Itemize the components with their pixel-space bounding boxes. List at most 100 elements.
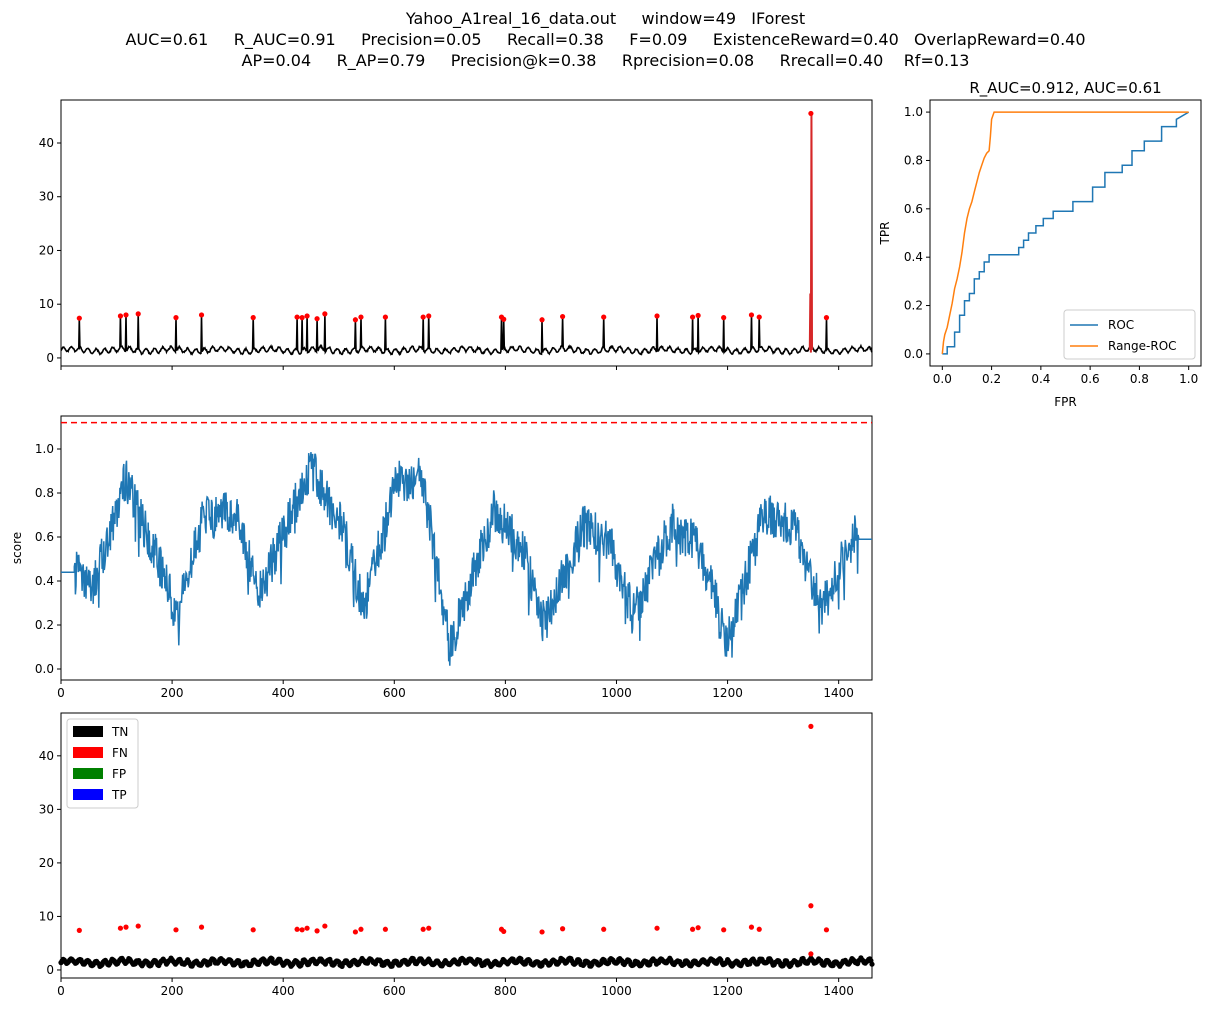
roc-curve	[942, 111, 1190, 355]
x-tick-label: 200	[161, 686, 184, 700]
anomaly-point	[654, 313, 660, 319]
roc-legend: ROC Range-ROC	[1063, 309, 1196, 360]
fn-point	[299, 927, 305, 933]
roc-ylabel: TPR	[878, 222, 892, 246]
y-tick-label: 1.0	[904, 105, 923, 119]
fn-point	[808, 951, 814, 957]
x-tick-label: 0.0	[933, 372, 952, 386]
figure-title-line-2: AUC=0.61 R_AUC=0.91 Precision=0.05 Recal…	[125, 30, 1086, 49]
anomaly-point	[304, 313, 310, 319]
fn-point	[501, 928, 507, 935]
anomaly-point	[117, 313, 124, 319]
x-tick-label: 1200	[712, 984, 743, 998]
y-tick-label: 30	[39, 190, 54, 204]
fn-point	[304, 925, 310, 931]
fn-point	[382, 926, 388, 932]
roc-panel: 0.0 0.2 0.4 0.6 0.8 1.0 0.0 0.2 0.4 0.6 0.8 1.0 R_AU…	[878, 79, 1202, 409]
fn-point	[601, 926, 607, 932]
timeseries-panel: 0 10 20 30 40	[39, 99, 873, 370]
anomaly-point	[322, 311, 328, 317]
x-tick-label: 1.0	[1179, 372, 1198, 386]
y-tick-label: 0.6	[904, 202, 923, 216]
anomaly-point	[695, 312, 701, 319]
fn-point	[250, 927, 256, 933]
figure-title-line-3: AP=0.04 R_AP=0.79 Precision@k=0.38 Rprec…	[241, 51, 970, 70]
legend-swatch-fn	[73, 747, 103, 758]
y-tick-label: 0.2	[35, 618, 54, 632]
fn-point	[426, 925, 432, 931]
anomaly-point	[76, 315, 82, 321]
x-tick-label: 600	[383, 686, 406, 700]
anomaly-point	[559, 313, 566, 320]
fn-point	[420, 926, 426, 932]
y-tick-label: 0	[46, 963, 54, 977]
fn-point	[358, 926, 364, 932]
legend-swatch-tn	[73, 726, 103, 737]
x-tick-label: 0	[57, 686, 65, 700]
fn-point	[654, 925, 660, 931]
anomaly-point	[294, 314, 300, 320]
roc-title: R_AUC=0.912, AUC=0.61	[969, 79, 1161, 98]
legend-swatch-tp	[73, 789, 103, 800]
anomaly-point	[382, 314, 388, 320]
fn-point	[808, 903, 814, 909]
x-tick-label: 0	[57, 984, 65, 998]
range-roc-curve	[941, 111, 1189, 354]
y-tick-label: 0.4	[904, 250, 923, 264]
anomaly-point	[135, 311, 141, 317]
y-tick-label: 40	[39, 749, 54, 763]
score-line	[61, 452, 872, 666]
x-tick-label: 1400	[823, 984, 854, 998]
y-tick-label: 20	[39, 856, 54, 870]
fn-point	[352, 929, 359, 935]
anomaly-point	[601, 314, 607, 320]
legend-label-fp: FP	[112, 767, 126, 781]
score-ylabel: score	[10, 532, 24, 564]
anomaly-point	[123, 312, 129, 318]
anomaly-point	[689, 314, 696, 320]
fn-point	[294, 926, 300, 932]
fn-point	[198, 924, 205, 930]
timeseries-line	[60, 313, 873, 357]
y-tick-label: 10	[39, 297, 54, 311]
anomaly-point	[358, 314, 364, 320]
anomaly-point	[352, 317, 359, 323]
anomaly-point	[314, 316, 320, 322]
anomaly-point	[823, 315, 830, 321]
anomaly-point	[721, 315, 727, 321]
fn-point	[117, 925, 124, 931]
anomaly-point	[501, 316, 507, 322]
x-tick-label: 1000	[601, 686, 632, 700]
y-tick-label: 0	[46, 351, 54, 365]
axes-frame	[60, 415, 873, 681]
classification-legend: TN FN FP TP	[66, 718, 139, 809]
fn-point	[76, 927, 82, 933]
fn-point	[756, 926, 762, 932]
fn-point	[748, 924, 755, 930]
anomaly-point	[173, 315, 179, 321]
legend-swatch-fp	[73, 768, 103, 779]
x-tick-label: 0.6	[1081, 372, 1100, 386]
legend-label-tp: TP	[111, 788, 127, 802]
fn-point	[808, 723, 814, 729]
x-tick-label: 400	[272, 686, 295, 700]
x-tick-label: 800	[494, 686, 517, 700]
x-tick-label: 1000	[601, 984, 632, 998]
y-tick-label: 40	[39, 136, 54, 150]
y-tick-label: 10	[39, 909, 54, 923]
fn-point	[689, 926, 696, 932]
fn-point	[823, 927, 830, 933]
anomaly-point	[250, 315, 256, 321]
axes-frame	[60, 99, 873, 367]
anomaly-point	[198, 312, 205, 318]
y-tick-label: 0.0	[904, 347, 923, 361]
axes-frame	[929, 99, 1202, 367]
y-tick-label: 0.2	[904, 299, 923, 313]
y-tick-label: 0.6	[35, 530, 54, 544]
fn-point	[322, 923, 328, 929]
score-panel: 0.0 0.2 0.4 0.6 0.8 1.0 0 200 400 600 800 1000 1200 1…	[10, 415, 873, 700]
x-tick-label: 1400	[823, 686, 854, 700]
classification-legend-frame	[66, 718, 139, 809]
anomaly-point	[756, 314, 762, 320]
